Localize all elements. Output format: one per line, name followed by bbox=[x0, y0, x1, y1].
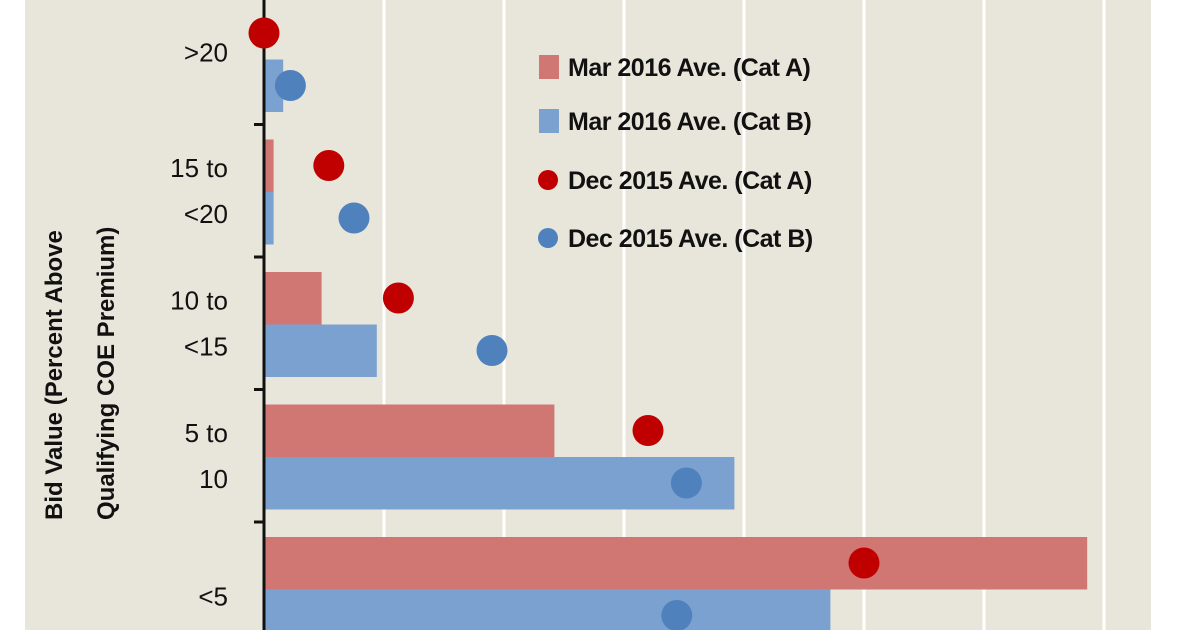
category-label: <5 bbox=[198, 581, 228, 611]
legend-label: Mar 2016 Ave. (Cat A) bbox=[568, 54, 811, 82]
bar-cat-b bbox=[264, 324, 377, 377]
legend-marker bbox=[538, 228, 558, 248]
category-label: <15 bbox=[184, 331, 228, 361]
y-axis-title: Bid Value (Percent Above Qualifying COE … bbox=[41, 227, 120, 520]
y-axis-ticks bbox=[254, 123, 264, 524]
dot-cat-b bbox=[274, 70, 306, 101]
category-labels: >20 15 to <20 10 to <15 5 to 10 <5 bbox=[170, 37, 228, 611]
bar-cat-a bbox=[264, 272, 322, 325]
gridlines bbox=[382, 0, 1106, 630]
dot-cat-b bbox=[476, 335, 508, 366]
plot-background bbox=[25, 0, 1151, 630]
legend-label: Mar 2016 Ave. (Cat B) bbox=[568, 108, 811, 136]
legend-label: Dec 2015 Ave. (Cat A) bbox=[568, 167, 812, 195]
category-label: 10 to bbox=[170, 285, 228, 315]
bar-cat-b bbox=[264, 192, 274, 245]
legend-label: Dec 2015 Ave. (Cat B) bbox=[568, 225, 813, 253]
dot-cat-a bbox=[848, 547, 880, 579]
legend-swatch bbox=[539, 55, 559, 79]
category-label: 5 to bbox=[185, 418, 228, 448]
bar-cat-b bbox=[264, 457, 735, 510]
y-axis-title-line-1: Bid Value (Percent Above bbox=[41, 230, 68, 520]
category-label: 10 bbox=[199, 464, 228, 494]
legend-marker bbox=[538, 170, 558, 190]
bar-cat-b bbox=[264, 59, 284, 112]
bar-cat-a bbox=[264, 404, 555, 457]
bar-cat-a bbox=[264, 537, 1088, 590]
dots bbox=[248, 17, 880, 630]
dot-cat-a bbox=[313, 150, 345, 181]
category-label: >20 bbox=[184, 37, 228, 67]
bar-cat-b bbox=[264, 589, 831, 630]
dot-cat-b bbox=[670, 467, 702, 499]
dot-cat-b bbox=[338, 202, 370, 234]
category-label: 15 to bbox=[170, 153, 228, 183]
legend: Mar 2016 Ave. (Cat A) Mar 2016 Ave. (Cat … bbox=[538, 54, 813, 253]
dot-cat-b bbox=[661, 600, 693, 630]
legend-swatch bbox=[539, 109, 559, 133]
bars bbox=[264, 59, 1088, 630]
category-label: <20 bbox=[184, 199, 228, 229]
dot-cat-a bbox=[382, 282, 414, 314]
bar-cat-a bbox=[264, 139, 274, 192]
y-axis-title-line-2: Qualifying COE Premium) bbox=[93, 227, 120, 520]
dot-cat-a bbox=[632, 415, 664, 446]
dot-cat-a bbox=[248, 17, 280, 49]
